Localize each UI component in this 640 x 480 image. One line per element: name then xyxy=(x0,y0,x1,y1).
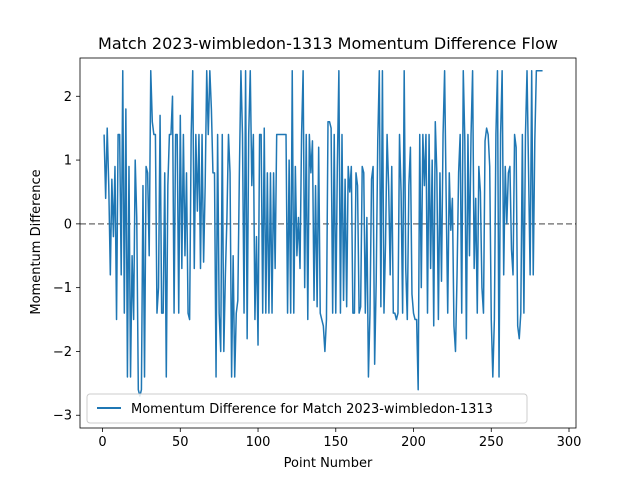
chart-title: Match 2023-wimbledon-1313 Momentum Diffe… xyxy=(98,34,558,53)
x-tick-label-100: 100 xyxy=(246,435,271,450)
legend-box xyxy=(86,393,528,424)
y-tick-label-1: 1 xyxy=(64,154,72,169)
y-tick-label-0: 0 xyxy=(64,217,72,232)
x-tick-label-250: 250 xyxy=(479,435,504,450)
series-line-0 xyxy=(103,70,543,397)
y-tick-label--1: −1 xyxy=(53,281,72,296)
x-tick-label-150: 150 xyxy=(323,435,348,450)
x-tick-label-50: 50 xyxy=(172,435,189,450)
plot-area: 0 50 100 150 200 250 300 −3 −2 −1 0 1 2 xyxy=(53,57,582,450)
y-tick-label--3: −3 xyxy=(53,409,72,424)
y-tick-label--2: −2 xyxy=(53,345,72,360)
x-tick-label-0: 0 xyxy=(98,435,106,450)
y-tick-label-2: 2 xyxy=(64,90,72,105)
legend-label: Momentum Difference for Match 2023-wimbl… xyxy=(131,402,493,417)
y-axis-label: Momentum Difference xyxy=(29,169,44,314)
x-axis-label: Point Number xyxy=(284,456,373,471)
axes-frame xyxy=(79,57,577,429)
x-tick-label-200: 200 xyxy=(401,435,426,450)
x-tick-label-300: 300 xyxy=(557,435,582,450)
legend: Momentum Difference for Match 2023-wimbl… xyxy=(86,393,528,424)
